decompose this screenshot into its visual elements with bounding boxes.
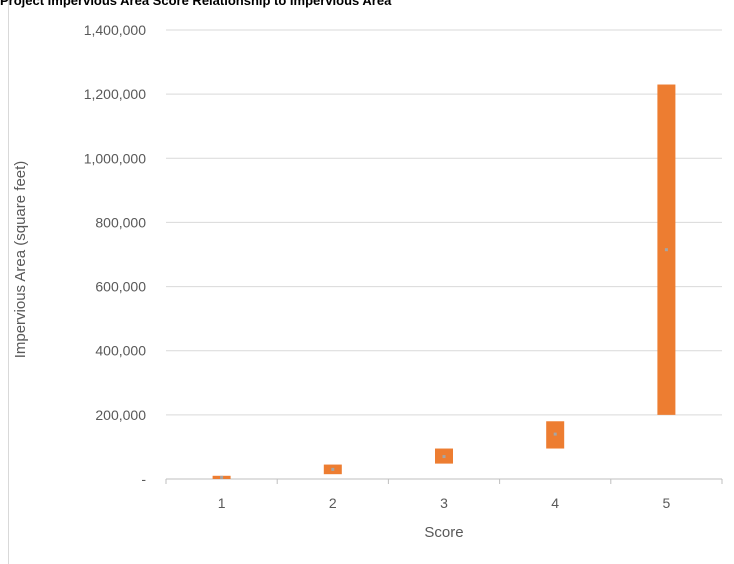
y-tick-label: 1,000,000 — [84, 150, 146, 166]
y-tick-label: 600,000 — [95, 279, 146, 295]
y-tick-label: 1,200,000 — [84, 86, 146, 102]
x-tick-label: 5 — [663, 495, 671, 511]
x-tick-label: 2 — [329, 495, 337, 511]
bars — [212, 84, 676, 479]
midpoint-marker — [553, 432, 557, 436]
y-tick-labels: - 200,000 400,000 600,000 800,000 1,000,000 1,… — [84, 22, 147, 487]
x-tick-label: 4 — [551, 495, 559, 511]
y-tick-label: 200,000 — [95, 407, 146, 423]
x-tick-label: 3 — [440, 495, 448, 511]
chart-title: Project Impervious Area Score Relationsh… — [0, 0, 392, 8]
y-tick-label: 400,000 — [95, 343, 146, 359]
midpoint-marker — [664, 248, 668, 252]
y-tick-label: - — [141, 471, 146, 487]
midpoint-marker — [331, 467, 335, 471]
gridlines — [166, 29, 722, 416]
x-axis — [165, 478, 723, 484]
y-tick-label: 800,000 — [95, 214, 146, 230]
x-axis-title: Score — [424, 524, 463, 541]
chart-frame — [8, 0, 734, 564]
y-tick-label: 1,400,000 — [84, 22, 146, 38]
x-tick-labels: 1 2 3 4 5 — [218, 495, 671, 511]
midpoint-marker — [220, 475, 224, 479]
x-tick-label: 1 — [218, 495, 226, 511]
midpoint-marker — [442, 455, 446, 459]
y-axis-title: Impervious Area (square feet) — [12, 161, 29, 359]
